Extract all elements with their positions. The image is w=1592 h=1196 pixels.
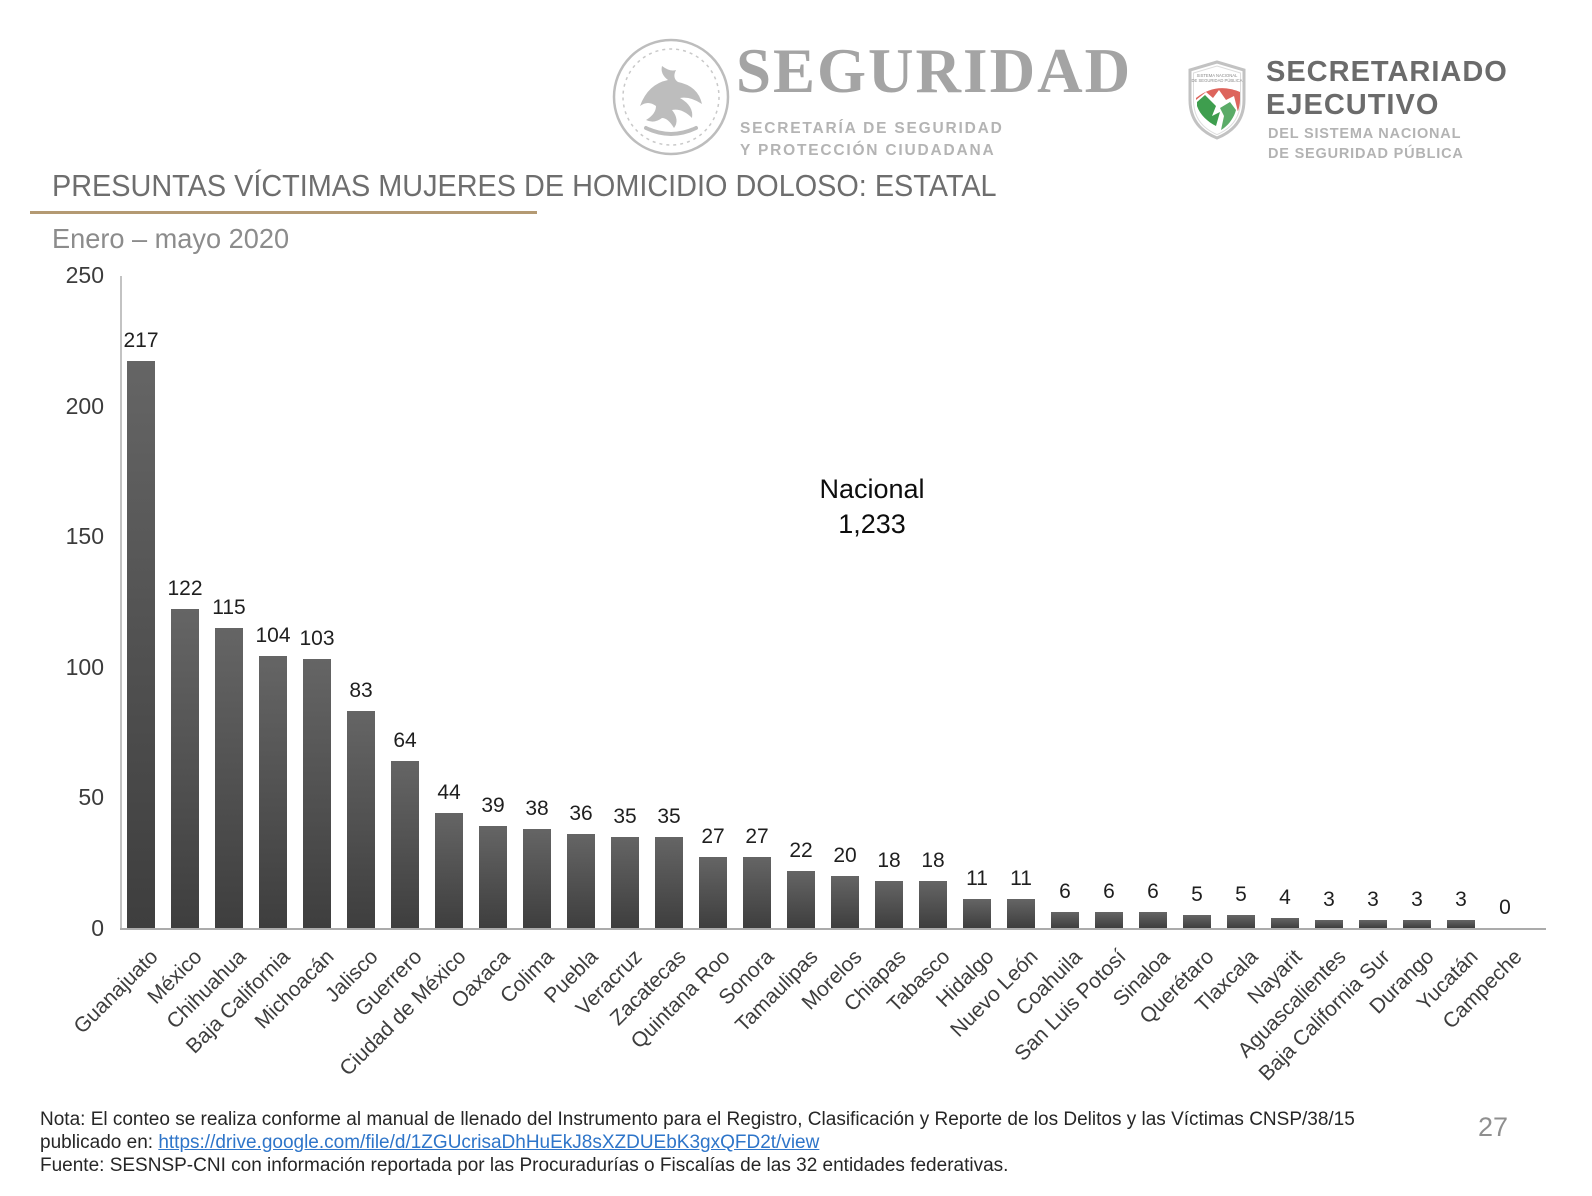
- title-underline: [30, 211, 537, 214]
- secretariado-subtitle-line2: DE SEGURIDAD PÚBLICA: [1268, 146, 1464, 162]
- national-total-label: Nacional: [819, 474, 925, 504]
- bar: [1051, 912, 1079, 928]
- bar-value-label: 64: [393, 729, 417, 752]
- bar-value-label: 6: [1059, 880, 1071, 903]
- y-axis-line: [120, 276, 122, 929]
- seguridad-subtitle-line2: Y PROTECCIÓN CIUDADANA: [740, 142, 996, 159]
- bar: [1359, 920, 1387, 928]
- bar: [875, 881, 903, 928]
- y-axis-tick-label: 250: [65, 262, 104, 288]
- bar-value-label: 0: [1499, 896, 1511, 919]
- bar: [347, 711, 375, 928]
- bar-value-label: 4: [1279, 886, 1291, 909]
- y-axis-tick-label: 150: [65, 523, 104, 550]
- secretariado-subtitle-line1: DEL SISTEMA NACIONAL: [1268, 126, 1462, 142]
- bar: [1227, 915, 1255, 928]
- seguridad-wordmark: SEGURIDAD: [736, 36, 1133, 106]
- bar: [259, 656, 287, 928]
- bar-value-label: 18: [877, 849, 901, 872]
- footer-note-line2-prefix: publicado en:: [40, 1132, 159, 1153]
- bar-value-label: 44: [437, 781, 461, 804]
- national-total-value: 1,233: [838, 509, 906, 539]
- y-axis-tick-label: 50: [78, 784, 104, 811]
- bar-value-label: 3: [1367, 888, 1379, 911]
- bar: [127, 361, 155, 928]
- bar: [567, 834, 595, 928]
- bar-value-label: 6: [1147, 880, 1159, 903]
- bar-value-label: 83: [349, 679, 373, 702]
- seguridad-logo-subtitle: SECRETARÍA DE SEGURIDAD Y PROTECCIÓN CIU…: [740, 118, 1004, 162]
- bar: [743, 857, 771, 928]
- footer-source-line: Fuente: SESNSP-CNI con información repor…: [40, 1155, 1009, 1176]
- bar: [523, 829, 551, 928]
- bar-value-label: 6: [1103, 880, 1115, 903]
- bar-value-label: 104: [255, 624, 291, 647]
- bar: [435, 813, 463, 928]
- snsp-shield-icon: SISTEMA NACIONAL DE SEGURIDAD PÚBLICA: [1186, 60, 1248, 140]
- secretariado-subtitle: DEL SISTEMA NACIONAL DE SEGURIDAD PÚBLIC…: [1268, 124, 1464, 164]
- bar-value-label: 27: [745, 825, 769, 848]
- svg-text:DE SEGURIDAD PÚBLICA: DE SEGURIDAD PÚBLICA: [1192, 78, 1243, 83]
- footer-note-line2: publicado en: https://drive.google.com/f…: [40, 1131, 1440, 1154]
- bar: [1139, 912, 1167, 928]
- page-title: PRESUNTAS VÍCTIMAS MUJERES DE HOMICIDIO …: [52, 168, 997, 203]
- secretariado-title-line2: EJECUTIVO: [1266, 89, 1440, 121]
- bar: [963, 899, 991, 928]
- secretariado-title-line1: SECRETARIADO: [1266, 56, 1508, 88]
- bar-value-label: 39: [481, 794, 505, 817]
- bar: [919, 881, 947, 928]
- seguridad-subtitle-line1: SECRETARÍA DE SEGURIDAD: [740, 120, 1004, 137]
- bar: [391, 761, 419, 928]
- bar: [831, 876, 859, 928]
- bar: [479, 826, 507, 928]
- bar-value-label: 27: [701, 825, 725, 848]
- secretariado-ejecutivo-title: SECRETARIADO EJECUTIVO: [1266, 56, 1508, 122]
- bar: [1403, 920, 1431, 928]
- bar-value-label: 103: [299, 627, 335, 650]
- bar-value-label: 38: [525, 797, 549, 820]
- bar: [655, 837, 683, 928]
- bar-value-label: 18: [921, 849, 945, 872]
- y-axis-tick-label: 200: [65, 392, 104, 419]
- bar-value-label: 35: [613, 805, 637, 828]
- y-axis-tick-label: 0: [91, 915, 104, 941]
- svg-text:SISTEMA NACIONAL: SISTEMA NACIONAL: [1197, 73, 1238, 78]
- bar-value-label: 122: [167, 577, 203, 600]
- mexico-coat-of-arms-icon: [610, 36, 732, 158]
- bar-value-label: 217: [123, 329, 159, 352]
- bar: [1315, 920, 1343, 928]
- bar-value-label: 22: [789, 839, 813, 862]
- bar: [171, 609, 199, 928]
- y-axis-tick-label: 100: [65, 653, 104, 680]
- bar: [303, 659, 331, 928]
- bar: [1095, 912, 1123, 928]
- bar-value-label: 11: [966, 867, 988, 890]
- bar-value-label: 3: [1323, 888, 1335, 911]
- page-number: 27: [1478, 1112, 1509, 1142]
- footer-note-line1: Nota: El conteo se realiza conforme al m…: [40, 1109, 1355, 1130]
- national-total-annotation: Nacional 1,233: [762, 472, 982, 542]
- bar: [1183, 915, 1211, 928]
- bar: [1447, 920, 1475, 928]
- bar-value-label: 3: [1411, 888, 1423, 911]
- bar: [787, 871, 815, 928]
- bar: [699, 857, 727, 928]
- bar: [215, 628, 243, 928]
- bar-value-label: 11: [1010, 867, 1032, 890]
- bar-chart: 0 50 100 150 200 250 217 122 115 104 103 83 64 44 39 3…: [0, 260, 1592, 1130]
- bar-value-label: 36: [569, 802, 593, 825]
- x-axis-line: [120, 928, 1546, 930]
- bar-value-label: 5: [1235, 883, 1247, 906]
- bar-value-label: 3: [1455, 888, 1467, 911]
- bar-value-label: 20: [833, 844, 857, 867]
- bar: [611, 837, 639, 928]
- page-subtitle: Enero – mayo 2020: [52, 223, 290, 254]
- footer-source-link[interactable]: https://drive.google.com/file/d/1ZGUcris…: [158, 1132, 820, 1153]
- bar-value-label: 5: [1191, 883, 1203, 906]
- footer-notes: Nota: El conteo se realiza conforme al m…: [40, 1108, 1440, 1177]
- bar: [1007, 899, 1035, 928]
- bar: [1271, 918, 1299, 928]
- bar-value-label: 115: [212, 596, 246, 619]
- bar-value-label: 35: [657, 805, 681, 828]
